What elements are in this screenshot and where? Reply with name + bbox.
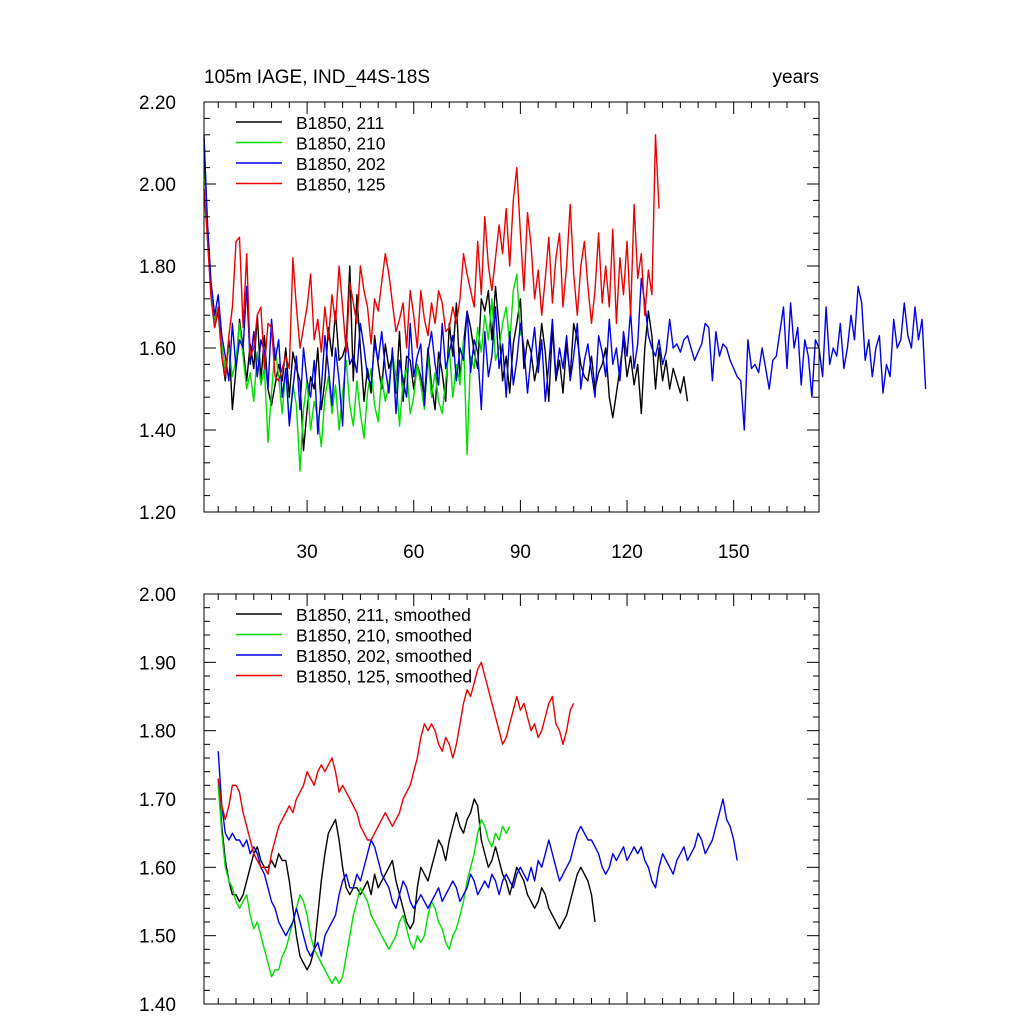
y-tick-label: 1.50: [139, 927, 176, 948]
bottom-panel: 1.40 1.50 1.60 1.70 1.80 1.90 2.00 B1850, 211,…: [139, 585, 820, 1016]
y-tick-label: 1.90: [139, 653, 176, 674]
top-panel-axes: 1.20 1.40 1.60 1.80 2.00 2.20 30 60 90 120 150: [139, 93, 819, 563]
y-tick-label: 2.00: [139, 585, 176, 606]
x-tick-label: 90: [510, 542, 531, 563]
legend-label: B1850, 202, smoothed: [296, 646, 472, 666]
y-tick-label: 1.80: [139, 722, 176, 743]
legend-label: B1850, 210, smoothed: [296, 626, 472, 646]
bottom-panel-frame: [203, 593, 820, 1005]
legend-label: B1850, 210: [296, 134, 386, 154]
y-tick-label: 1.80: [139, 257, 176, 278]
top-panel-series-lines: [203, 134, 927, 472]
legend-label: B1850, 202: [296, 154, 386, 174]
y-tick-label: 2.20: [139, 93, 176, 114]
series-line-4: [203, 134, 660, 382]
y-tick-label: 1.40: [139, 995, 176, 1016]
legend-label: B1850, 125: [296, 175, 386, 195]
series-line-1: [217, 778, 596, 971]
y-tick-label: 1.20: [139, 503, 176, 524]
x-tick-label: 150: [718, 542, 750, 563]
x-tick-label: 30: [297, 542, 318, 563]
top-panel: 105m IAGE, IND_44S-18S years 1.20 1.40 1.6…: [139, 67, 927, 563]
legend-label: B1850, 125, smoothed: [296, 667, 472, 687]
top-panel-title: 105m IAGE, IND_44S-18S: [204, 67, 430, 88]
series-line-2: [217, 785, 511, 985]
y-tick-label: 1.70: [139, 790, 176, 811]
bottom-panel-series-lines: [217, 661, 738, 985]
series-line-4: [217, 661, 575, 875]
y-tick-label: 1.60: [139, 339, 176, 360]
x-tick-label: 60: [403, 542, 424, 563]
top-panel-units: years: [773, 67, 819, 88]
series-line-3: [203, 138, 927, 435]
top-panel-frame: [203, 101, 820, 513]
y-tick-label: 1.60: [139, 858, 176, 879]
x-tick-label: 120: [611, 542, 643, 563]
series-line-3: [217, 751, 738, 957]
y-tick-label: 1.40: [139, 421, 176, 442]
y-tick-label: 2.00: [139, 175, 176, 196]
legend-label: B1850, 211, smoothed: [296, 605, 471, 625]
legend-label: B1850, 211: [296, 113, 384, 133]
